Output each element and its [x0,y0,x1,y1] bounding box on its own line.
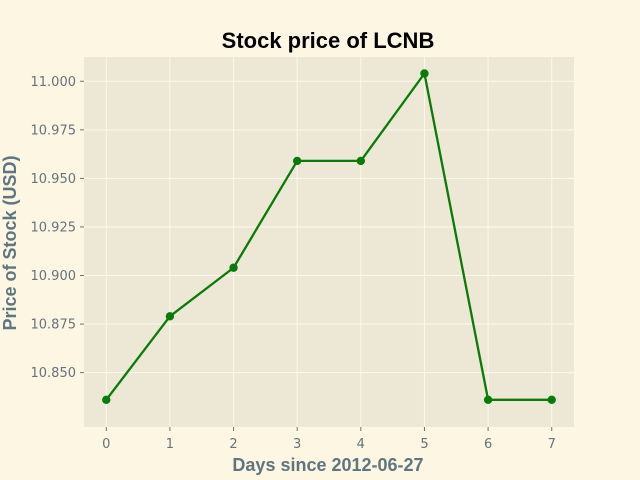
data-point [165,312,175,321]
y-axis: 10.850 10.875 10.900 10.925 10.950 10.975 11.0… [31,75,84,381]
chart-title: Stock price of LCNB [222,28,435,53]
grid [84,57,574,427]
x-tick-label: 6 [484,437,492,452]
y-tick-label: 10.850 [31,366,77,381]
x-axis-title: Days since 2012-06-27 [232,455,423,475]
y-tick-label: 10.950 [31,172,77,187]
data-point [356,156,366,166]
y-tick-label: 11.000 [31,75,77,90]
data-point [292,156,302,166]
y-tick-label: 10.875 [31,318,77,333]
y-axis-title: Price of Stock (USD) [0,155,20,330]
plot-area [84,57,574,427]
x-tick-label: 3 [293,437,301,452]
x-tick-label: 1 [166,437,174,452]
y-tick-label: 10.925 [31,220,77,235]
y-tick-label: 10.975 [31,123,77,138]
x-tick-label: 4 [357,437,365,452]
data-point [547,395,556,405]
data-point [102,395,111,405]
data-point [483,395,493,405]
y-tick-label: 10.900 [31,269,77,284]
x-tick-label: 7 [548,437,556,452]
data-point [229,263,238,272]
series-layer [102,69,556,405]
data-point [420,69,429,78]
x-axis: 0 1 2 3 4 5 6 7 [102,427,556,452]
x-tick-label: 0 [102,437,110,452]
x-tick-label: 5 [420,437,428,452]
series-line [105,72,552,401]
x-tick-label: 2 [229,437,237,452]
